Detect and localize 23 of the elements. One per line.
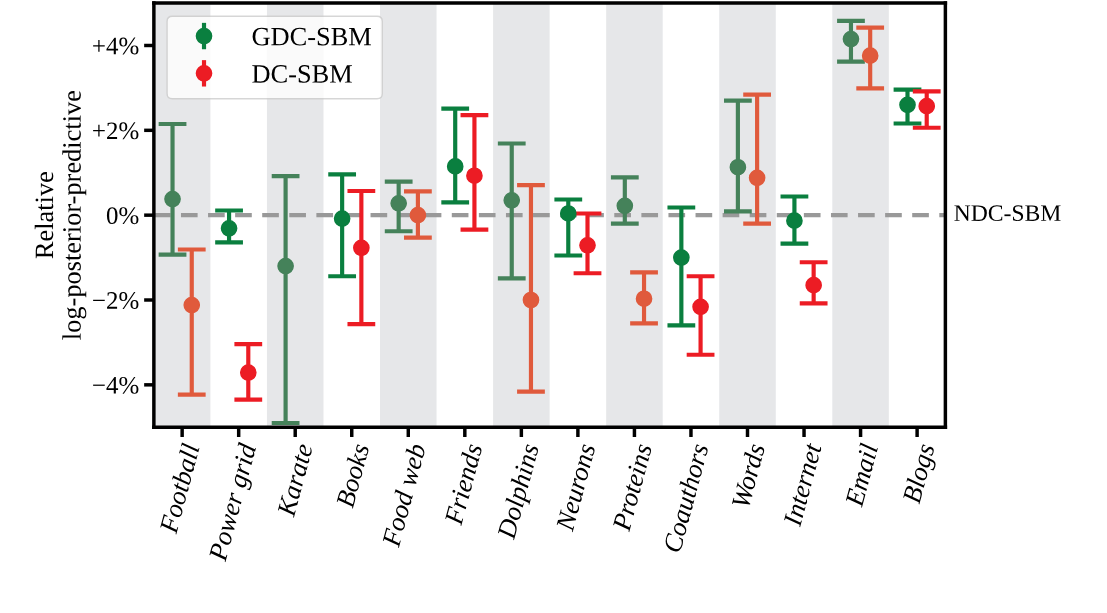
y-tick-label: +4% (93, 37, 139, 55)
x-tick-label: Karate (277, 442, 314, 518)
x-tick-label: Dolphins (496, 442, 545, 542)
legend-label: GDC-SBM (252, 27, 371, 46)
legend-label: DC-SBM (252, 65, 352, 83)
x-tick-label: Friends (443, 442, 483, 527)
x-tick-label: Power grid (207, 441, 262, 564)
y-tick-label: 0% (106, 207, 139, 225)
x-tick-label: Coauthors (662, 442, 709, 553)
x-tick-label: Proteins (612, 442, 653, 533)
x-tick-label: Neurons (555, 442, 596, 533)
x-tick-label: Books (335, 442, 370, 509)
y-axis-title: Relative log-posterior-predictive (34, 91, 87, 340)
x-tick-label: Words (731, 442, 766, 509)
x-tick-label: Food web (381, 442, 427, 549)
x-tick-label: Internet (783, 441, 823, 528)
ref-line-label: NDC-SBM (954, 205, 1061, 222)
y-tick-label: −2% (93, 292, 139, 309)
x-tick-label: Football (158, 442, 200, 535)
y-tick-label: −4% (93, 376, 139, 394)
x-tick-label: Blogs (901, 442, 941, 506)
x-tick-label: Email (844, 442, 879, 508)
y-tick-label: +2% (93, 122, 139, 140)
